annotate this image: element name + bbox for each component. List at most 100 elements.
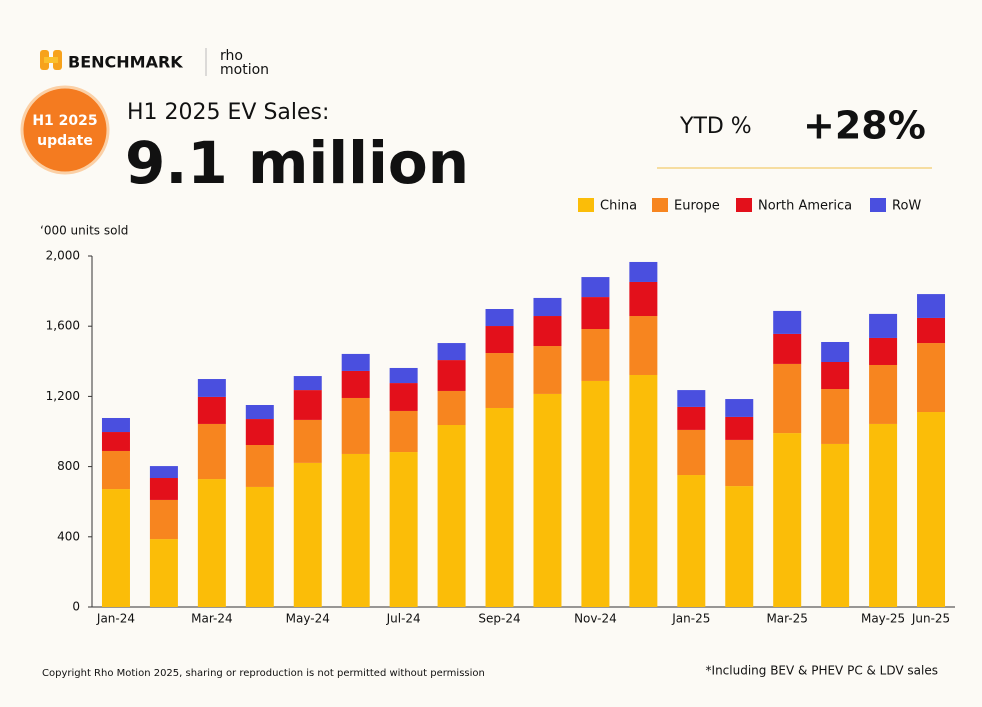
bar-segment <box>101 432 130 451</box>
bar-segment <box>341 370 370 398</box>
y-tick-label: 1,200 <box>46 389 80 403</box>
legend-label: Europe <box>674 199 720 214</box>
legend-label: RoW <box>892 199 921 214</box>
bar-segment <box>677 390 706 407</box>
bar-segment <box>389 383 418 411</box>
benchmark-icon <box>40 50 62 70</box>
x-tick-label: Jun-25 <box>911 612 950 626</box>
bar-segment <box>485 407 514 607</box>
legend-label: China <box>600 199 637 214</box>
bar-segment <box>101 417 130 433</box>
legend-swatch <box>652 198 668 212</box>
bar-segment <box>677 475 706 607</box>
bar-segment <box>725 416 754 440</box>
bar-segment <box>485 309 514 327</box>
badge-text: H1 2025 <box>32 113 97 129</box>
ytd-value: +28% <box>803 104 926 148</box>
bar-segment <box>773 433 802 607</box>
big-number: 9.1 million <box>125 129 469 197</box>
copyright: Copyright Rho Motion 2025, sharing or re… <box>42 668 485 679</box>
bar-segment <box>293 376 322 391</box>
bar-segment <box>725 399 754 417</box>
bar-segment <box>821 362 850 390</box>
bar-segment <box>101 450 130 490</box>
bar-segment <box>293 419 322 463</box>
bar-segment <box>917 412 946 607</box>
bar-segment <box>101 489 130 607</box>
y-tick-label: 0 <box>72 600 80 614</box>
bar-segment <box>293 390 322 420</box>
bar-segment <box>389 410 418 453</box>
bar-segment <box>245 419 274 446</box>
bar-segment <box>533 297 562 317</box>
bar-segment <box>869 337 898 365</box>
bar-segment <box>149 466 178 479</box>
bar-segment <box>533 316 562 347</box>
bar-segment <box>485 353 514 408</box>
badge-text: update <box>37 133 93 149</box>
y-tick-label: 2,000 <box>46 249 80 263</box>
x-tick-label: Mar-24 <box>191 612 232 626</box>
bar-segment <box>437 343 466 361</box>
x-tick-label: May-25 <box>861 612 905 626</box>
partner-logo: motion <box>220 62 269 78</box>
x-tick-label: Sep-24 <box>478 612 520 626</box>
bar-segment <box>533 346 562 394</box>
bar-segment <box>245 445 274 487</box>
bar-segment <box>773 363 802 434</box>
bar-segment <box>821 341 850 363</box>
legend-label: North America <box>758 199 852 214</box>
bar-segment <box>149 539 178 607</box>
bar-segment <box>533 393 562 607</box>
y-tick-label: 1,600 <box>46 319 80 333</box>
bar-segment <box>821 389 850 444</box>
bar-segment <box>245 486 274 607</box>
legend-swatch <box>736 198 752 212</box>
y-axis-label: ‘000 units sold <box>40 224 128 238</box>
bar-segment <box>677 406 706 430</box>
bar-segment <box>581 329 610 381</box>
bar-segment <box>773 310 802 334</box>
bar-segment <box>341 397 370 454</box>
x-tick-label: Jul-24 <box>386 612 421 626</box>
legend-swatch <box>578 198 594 212</box>
bar-segment <box>917 294 946 318</box>
badge <box>20 85 110 175</box>
bar-segment <box>581 277 610 298</box>
bar-segment <box>197 379 226 397</box>
bar-segment <box>485 326 514 354</box>
bar-segment <box>389 452 418 607</box>
bar-segment <box>917 317 946 344</box>
bar-segment <box>197 423 226 480</box>
bar-segment <box>629 281 658 317</box>
bar-segment <box>437 425 466 607</box>
bar-segment <box>341 353 370 371</box>
bar-segment <box>437 360 466 391</box>
bar-segment <box>773 333 802 364</box>
bar-segment <box>149 499 178 540</box>
bar-segment <box>341 453 370 607</box>
headline: H1 2025 EV Sales: <box>127 100 329 125</box>
y-tick-label: 400 <box>57 529 80 543</box>
bar-segment <box>725 486 754 607</box>
bar-segment <box>869 423 898 607</box>
x-tick-label: Jan-24 <box>96 612 135 626</box>
bar-segment <box>389 367 418 384</box>
bar-segment <box>629 316 658 375</box>
y-tick-label: 800 <box>57 459 80 473</box>
bar-segment <box>869 364 898 424</box>
x-tick-label: Nov-24 <box>574 612 617 626</box>
partner-logo: rho <box>220 48 243 64</box>
x-tick-label: Jan-25 <box>671 612 710 626</box>
bar-segment <box>437 390 466 426</box>
bar-segment <box>917 343 946 413</box>
bar-segment <box>629 261 658 282</box>
bar-segment <box>629 374 658 607</box>
bar-segment <box>197 479 226 607</box>
bar-segment <box>197 396 226 424</box>
legend-swatch <box>870 198 886 212</box>
bar-segment <box>245 404 274 420</box>
x-tick-label: May-24 <box>286 612 330 626</box>
bar-segment <box>725 439 754 487</box>
